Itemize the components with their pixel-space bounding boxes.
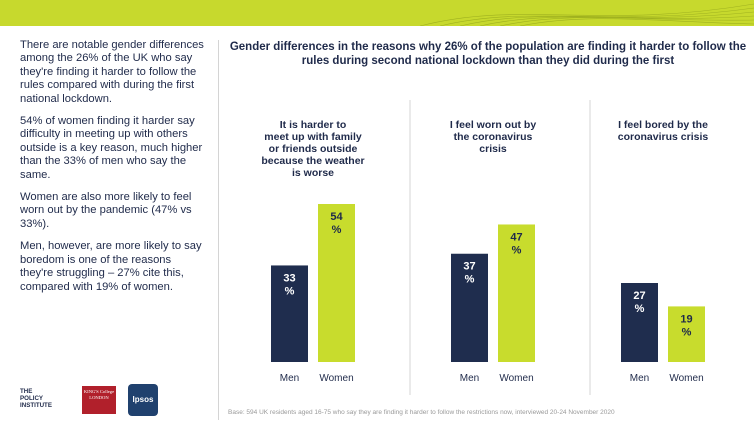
x-tick-label-women-1: Women: [319, 373, 353, 384]
kings-college-logo: KING'S College LONDON: [82, 386, 116, 414]
chart-title: Gender differences in the reasons why 26…: [229, 41, 747, 67]
summary-text: There are notable gender differences amo…: [20, 39, 205, 303]
panel-divider: [218, 40, 219, 420]
bar-men-1: [271, 265, 308, 362]
summary-paragraph-4: Men, however, are more likely to say bor…: [20, 240, 202, 293]
bar-women-3: [668, 306, 705, 362]
category-label-3: I feel bored by the coronavirus crisis: [618, 119, 709, 143]
bar-women-2: [498, 224, 535, 362]
bar-women-1: [318, 204, 355, 362]
x-tick-label-women-2: Women: [499, 373, 533, 384]
ipsos-logo: Ipsos: [128, 384, 158, 416]
value-label-women-1: 54%: [330, 211, 343, 236]
category-label-2: I feel worn out by the coronavirus crisis: [450, 119, 536, 155]
policy-institute-logo: THE POLICY INSTITUTE: [20, 388, 52, 409]
policy-logo-line-1: THE: [20, 388, 33, 395]
logo-strip: THE POLICY INSTITUTE KING'S College LOND…: [20, 384, 220, 418]
bar-men-3: [621, 283, 658, 362]
band-wave-pattern: [419, 3, 754, 26]
category-label-1: It is harder to meet up with family or fri…: [261, 119, 364, 179]
x-tick-label-men-2: Men: [460, 373, 479, 384]
value-label-men-1: 33%: [283, 272, 295, 297]
policy-logo-line-3: INSTITUTE: [20, 402, 52, 409]
value-label-women-2: 47%: [510, 231, 522, 256]
value-label-men-2: 37%: [463, 261, 475, 286]
x-tick-label-men-1: Men: [280, 373, 299, 384]
summary-paragraph-3: Women are also more likely to feel worn …: [20, 191, 192, 230]
summary-paragraph-2: 54% of women finding it harder say diffi…: [20, 115, 203, 181]
base-footnote: Base: 594 UK residents aged 16-75 who sa…: [228, 409, 615, 416]
bar-men-2: [451, 253, 488, 362]
top-decorative-band: [0, 0, 754, 26]
summary-paragraph-1: There are notable gender differences amo…: [20, 39, 204, 105]
x-tick-label-women-3: Women: [669, 373, 703, 384]
value-label-men-3: 27%: [633, 290, 645, 315]
value-label-women-3: 19%: [680, 313, 692, 338]
x-tick-label-men-3: Men: [630, 373, 649, 384]
policy-logo-line-2: POLICY: [20, 395, 44, 402]
